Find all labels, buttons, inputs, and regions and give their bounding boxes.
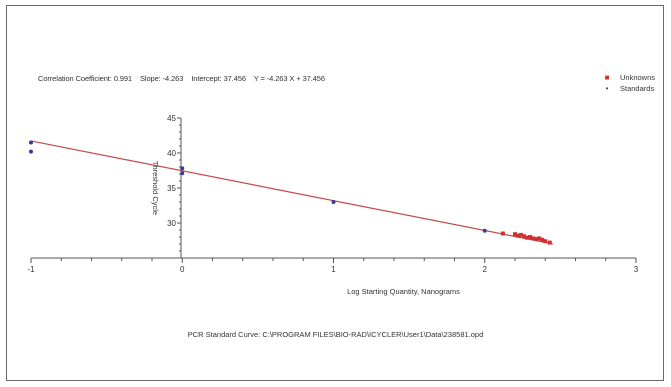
y-axis-title: Threshold Cycle bbox=[151, 161, 160, 215]
intercept-value: Intercept: 37.456 bbox=[191, 74, 246, 83]
square-marker-icon: ■ bbox=[604, 72, 610, 82]
unknown-point bbox=[522, 234, 527, 239]
standard-point bbox=[180, 166, 185, 171]
legend-label: Standards bbox=[620, 84, 655, 93]
standard-point bbox=[29, 140, 33, 145]
y-tick-label: 40 bbox=[167, 149, 176, 158]
unknown-point bbox=[513, 232, 517, 237]
unknown-point bbox=[537, 236, 542, 241]
standard-point bbox=[482, 228, 487, 233]
unknown-point bbox=[500, 231, 505, 236]
unknown-point bbox=[516, 233, 521, 238]
file-path-caption: PCR Standard Curve: C:\PROGRAM FILES\BIO… bbox=[187, 330, 484, 339]
legend-item-unknowns: ■ Unknowns bbox=[598, 72, 655, 83]
standard-point bbox=[331, 200, 336, 204]
unknown-point bbox=[528, 235, 533, 239]
x-tick-label: 0 bbox=[180, 265, 185, 274]
x-tick-label: 2 bbox=[483, 265, 488, 274]
regression-line bbox=[30, 140, 553, 245]
x-tick-label: -1 bbox=[27, 265, 35, 274]
regression-equation: Y = -4.263 X + 37.456 bbox=[253, 74, 325, 83]
legend-item-standards: • Standards bbox=[598, 83, 655, 94]
y-tick-label: 30 bbox=[167, 219, 176, 228]
dot-marker-icon: • bbox=[605, 83, 609, 93]
unknown-point bbox=[540, 237, 545, 242]
unknown-point bbox=[525, 235, 530, 240]
x-axis-title: Log Starting Quantity, Nanograms bbox=[347, 287, 460, 296]
unknown-point bbox=[543, 239, 548, 244]
regression-stats: Correlation Coefficient: 0.991 Slope: -4… bbox=[38, 74, 331, 83]
legend-label: Unknowns bbox=[620, 73, 656, 82]
data-marks bbox=[29, 140, 553, 245]
standard-point bbox=[180, 171, 185, 176]
x-tick-label: 1 bbox=[331, 265, 336, 274]
legend: ■ Unknowns • Standards bbox=[598, 72, 655, 94]
slope-value: Slope: -4.263 bbox=[140, 74, 184, 83]
x-tick-label: 3 bbox=[634, 265, 639, 274]
chart-frame bbox=[6, 5, 664, 381]
unknown-point bbox=[519, 232, 524, 237]
correlation-coefficient: Correlation Coefficient: 0.991 bbox=[38, 74, 133, 83]
y-tick-label: 45 bbox=[167, 114, 176, 123]
axes: -1 0 1 2 3 30 35 40 45 bbox=[27, 114, 638, 274]
standard-point bbox=[29, 149, 33, 154]
y-tick-label: 35 bbox=[167, 184, 176, 193]
unknown-point bbox=[534, 237, 539, 242]
unknown-point bbox=[531, 236, 536, 241]
unknown-point bbox=[547, 240, 552, 245]
